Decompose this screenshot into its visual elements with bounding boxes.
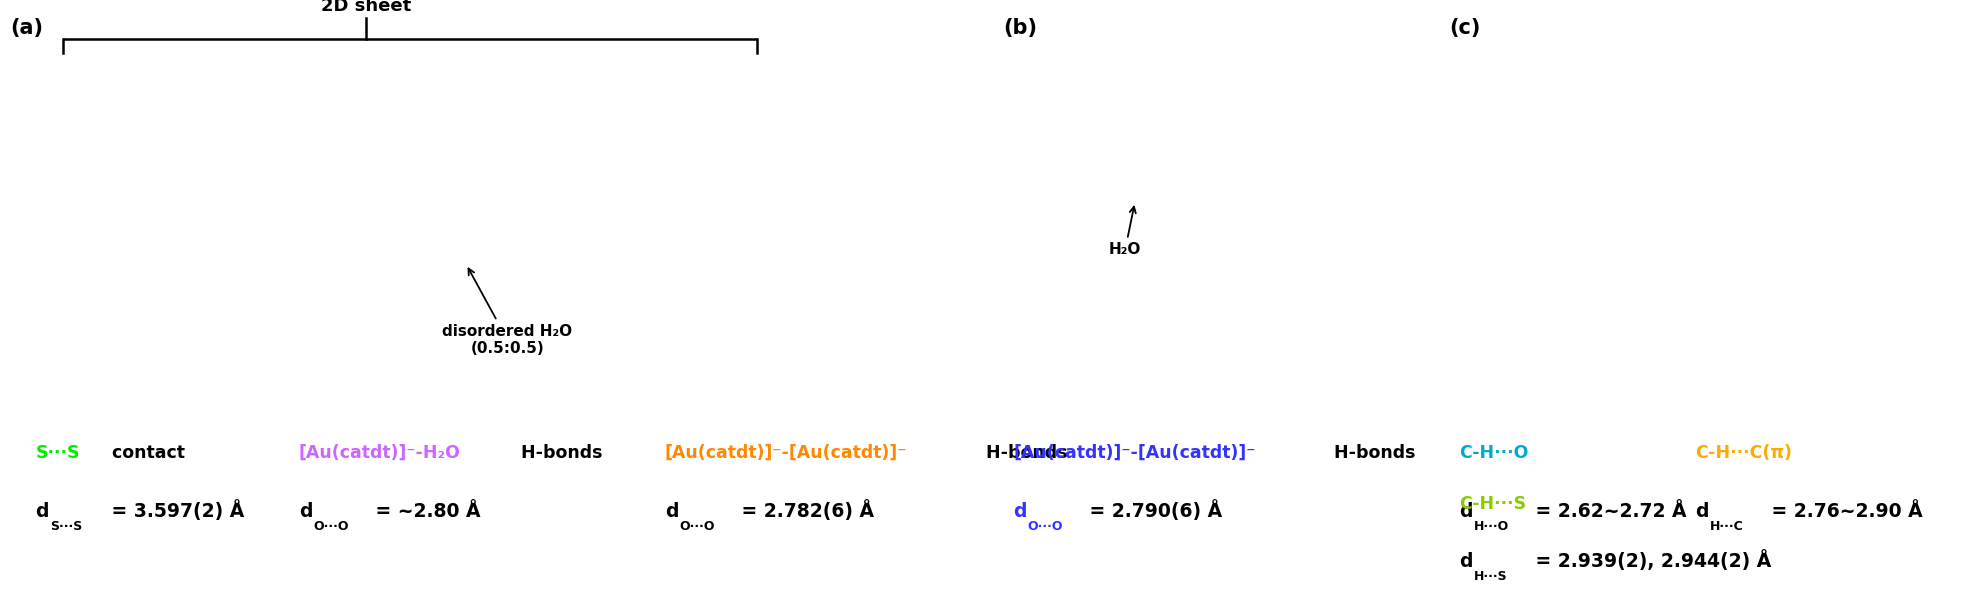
Text: S···S: S···S [51, 520, 83, 533]
Text: d: d [1460, 502, 1473, 521]
Text: H···O: H···O [1473, 520, 1509, 533]
Text: C-H···S: C-H···S [1460, 495, 1526, 513]
Text: d: d [1460, 552, 1473, 571]
Text: [Au(catdt)]⁻-[Au(catdt)]⁻: [Au(catdt)]⁻-[Au(catdt)]⁻ [1013, 444, 1255, 462]
Text: H···C: H···C [1709, 520, 1745, 533]
Text: (c): (c) [1450, 18, 1481, 38]
Text: (a): (a) [10, 18, 43, 38]
Text: = 2.790(6) Å: = 2.790(6) Å [1082, 500, 1222, 521]
Text: S···S: S···S [35, 444, 81, 462]
Text: contact: contact [106, 444, 185, 462]
Text: = 2.62~2.72 Å: = 2.62~2.72 Å [1530, 502, 1688, 521]
Text: H···S: H···S [1473, 570, 1509, 583]
Text: = 2.76~2.90 Å: = 2.76~2.90 Å [1764, 502, 1924, 521]
Text: d: d [1696, 502, 1709, 521]
Text: d: d [35, 502, 49, 521]
Text: (b): (b) [1003, 18, 1037, 38]
Text: O···O: O···O [1027, 520, 1064, 533]
Text: disordered H₂O
(0.5:0.5): disordered H₂O (0.5:0.5) [443, 268, 572, 356]
Text: H-bonds: H-bonds [980, 444, 1066, 462]
Text: d: d [1013, 502, 1027, 521]
Text: O···O: O···O [681, 520, 716, 533]
Text: d: d [665, 502, 679, 521]
Text: C-H···O: C-H···O [1460, 444, 1528, 462]
Text: d: d [299, 502, 313, 521]
Text: 2D sheet: 2D sheet [321, 0, 411, 15]
Text: C-H···C(π): C-H···C(π) [1696, 444, 1792, 462]
Text: O···O: O···O [313, 520, 350, 533]
Text: [Au(catdt)]⁻-[Au(catdt)]⁻: [Au(catdt)]⁻-[Au(catdt)]⁻ [665, 444, 907, 462]
Text: = 2.782(6) Å: = 2.782(6) Å [736, 500, 873, 521]
Text: H₂O: H₂O [1109, 207, 1141, 257]
Text: = 2.939(2), 2.944(2) Å: = 2.939(2), 2.944(2) Å [1530, 550, 1772, 571]
Text: H-bonds: H-bonds [515, 444, 602, 462]
Text: [Au(catdt)]⁻-H₂O: [Au(catdt)]⁻-H₂O [299, 444, 460, 462]
Text: = ~2.80 Å: = ~2.80 Å [370, 502, 480, 521]
Text: H-bonds: H-bonds [1328, 444, 1414, 462]
Text: = 3.597(2) Å: = 3.597(2) Å [104, 500, 244, 521]
